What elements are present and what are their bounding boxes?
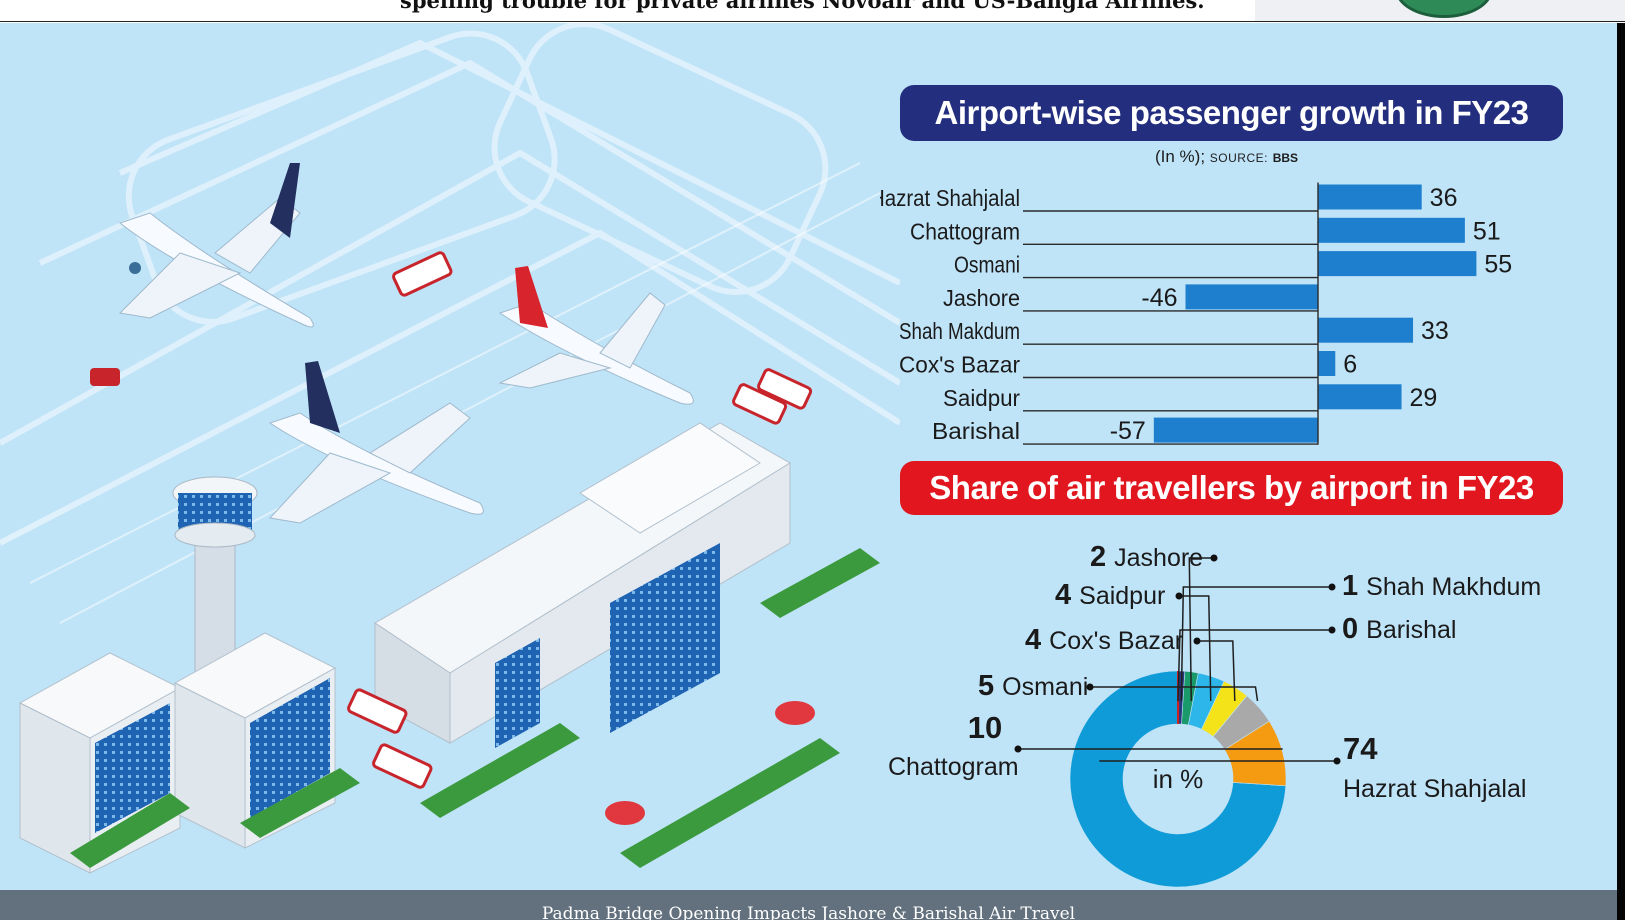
callout-dot — [1328, 626, 1336, 634]
callout-jashore: 2 Jashore — [1090, 541, 1218, 702]
callout-value: 74 — [1343, 731, 1378, 766]
related-thumbnail[interactable] — [1255, 0, 1625, 21]
bar-category-label: Osmani — [954, 252, 1020, 278]
callout-dot — [1333, 757, 1341, 765]
bar-cox-s-bazar — [1318, 351, 1336, 376]
callout-label: Barishal — [1366, 616, 1456, 644]
source-value: BBS — [1272, 151, 1299, 165]
bar-shah-makdum — [1318, 317, 1414, 343]
callout-line — [1090, 686, 1259, 702]
top-strip: spelling trouble for private airlines No… — [0, 0, 1625, 22]
callout-dot — [1193, 637, 1201, 645]
callout-dot — [1210, 554, 1218, 562]
vehicle-icons — [90, 251, 815, 825]
terminal-building-icon — [374, 422, 791, 748]
callout-line — [1179, 595, 1212, 702]
callout-text: 2 Jashore — [1090, 541, 1203, 573]
bar-value-label: 51 — [1473, 217, 1501, 245]
airport-illustration — [0, 23, 900, 874]
callout-text: 5 Osmani — [978, 670, 1088, 702]
callout-value: 4 — [1025, 624, 1041, 656]
bar-category-label: Shah Makdum — [899, 318, 1020, 344]
bar-chart-subtitle: (In %); SOURCE: BBS — [1155, 147, 1298, 167]
callout-hazrat-shahjalal: 74 Hazrat Shahjalal — [1099, 731, 1526, 803]
airplane-icon — [118, 163, 314, 328]
callout-text: 4 Cox's Bazar — [1025, 624, 1183, 656]
bar-category-label: Chattogram — [910, 218, 1020, 244]
bar-barishal — [1153, 417, 1318, 443]
donut-center-label: in % — [1153, 764, 1204, 794]
callout-chattogram: 10 Chattogram — [888, 710, 1283, 781]
callout-text: 0 Barishal — [1342, 613, 1456, 645]
callout-osmani: 5 Osmani — [978, 670, 1259, 702]
bar-value-label: -46 — [1141, 284, 1177, 312]
callout-value: 10 — [968, 710, 1002, 745]
callout-dot — [1014, 745, 1022, 753]
bar-chattogram — [1318, 217, 1465, 243]
slice-hazrat-shahjalal — [1069, 670, 1287, 888]
control-tower-icon — [172, 476, 258, 684]
airplane-icon — [268, 361, 484, 524]
bar-category-label: Saidpur — [943, 385, 1020, 411]
bar-value-label: -57 — [1110, 417, 1146, 445]
bar-chart-title: Airport-wise passenger growth in FY23 — [900, 85, 1563, 141]
callout-barishal: 0 Barishal — [1177, 613, 1456, 702]
callout-label: Shah Makhdum — [1366, 573, 1541, 601]
image-caption: Padma Bridge Opening Impacts Jashore & B… — [541, 904, 1076, 920]
callout-dot — [1086, 683, 1094, 691]
callout-text: 74 Hazrat Shahjalal — [1343, 731, 1526, 803]
bar-category-label: Cox's Bazar — [899, 352, 1020, 378]
callout-label: Osmani — [1002, 673, 1088, 701]
callout-value: 2 — [1090, 541, 1106, 573]
thumbnail-logo-icon — [1395, 0, 1493, 18]
callout-saidpur: 4 Saidpur — [1055, 579, 1212, 702]
grass-strips — [70, 548, 880, 868]
bar-value-label: 55 — [1484, 251, 1512, 279]
callout-label: Cox's Bazar — [1049, 627, 1183, 655]
hangar-buildings-icon — [18, 632, 337, 874]
callout-value: 5 — [978, 670, 994, 702]
callout-value: 0 — [1342, 613, 1358, 645]
callout-shah-makhdum: 1 Shah Makhdum — [1180, 570, 1541, 702]
callout-dot — [1328, 583, 1336, 591]
bar-category-label: Hazrat Shahjalal — [880, 185, 1020, 211]
bar-value-label: 29 — [1410, 384, 1438, 412]
bar-category-label: Barishal — [932, 418, 1020, 444]
callout-value: 4 — [1055, 579, 1071, 611]
callout-text: 10 Chattogram — [888, 710, 1019, 781]
pie-chart-title: Share of air travellers by airport in FY… — [900, 461, 1563, 515]
source-label: SOURCE: — [1209, 151, 1268, 165]
article-caption-top: spelling trouble for private airlines No… — [400, 0, 1205, 13]
bar-category-label: Jashore — [943, 285, 1020, 311]
callout-value: 1 — [1342, 570, 1358, 602]
bar-value-label: 6 — [1343, 351, 1357, 379]
callout-label: Chattogram — [888, 753, 1019, 781]
image-caption-bar: Padma Bridge Opening Impacts Jashore & B… — [0, 890, 1617, 920]
bar-saidpur — [1318, 384, 1402, 410]
callout-line — [1188, 557, 1214, 702]
bar-value-label: 33 — [1421, 317, 1449, 345]
callout-line — [1180, 586, 1332, 702]
callout-dot — [1175, 592, 1183, 600]
bar-osmani — [1318, 251, 1477, 277]
infographic: Airport-wise passenger growth in FY23 (I… — [0, 23, 1618, 890]
bar-hazrat-shahjalal — [1318, 184, 1422, 210]
callout-text: 1 Shah Makhdum — [1342, 570, 1541, 602]
callout-text: 4 Saidpur — [1055, 579, 1165, 611]
callout-line — [1177, 629, 1332, 702]
airplane-icon — [498, 266, 694, 405]
bar-value-label: 36 — [1430, 184, 1458, 212]
callout-label: Jashore — [1114, 544, 1203, 572]
bar-chart-unit: (In %); — [1155, 147, 1206, 166]
callout-cox-s-bazar: 4 Cox's Bazar — [1025, 624, 1236, 702]
bar-chart: Hazrat Shahjalal 36 Chattogram 51 Osmani 55 Ja… — [880, 182, 1512, 445]
bar-jashore — [1185, 284, 1318, 310]
window-edge — [1617, 23, 1625, 920]
callout-label: Hazrat Shahjalal — [1343, 775, 1526, 803]
callout-label: Saidpur — [1079, 582, 1165, 610]
taxiway-lines — [0, 23, 900, 546]
